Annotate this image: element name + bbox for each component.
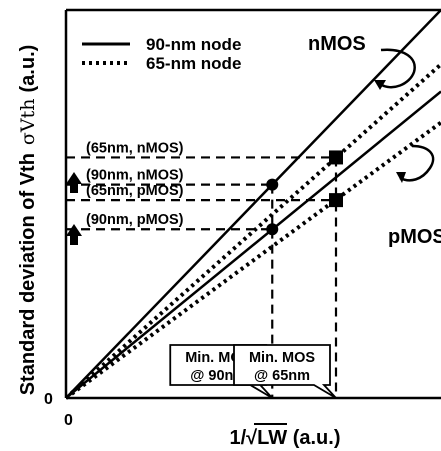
series-line-pmos-65nm [66,120,441,400]
pmos-label: pMOS [388,226,441,248]
callout-text-1-0: Min. MOS [249,350,315,366]
marker-65nm-pmos [329,193,343,208]
origin-y-label: 0 [44,391,53,408]
callout-1: Min. MOS @ 65nm [233,344,337,399]
y-axis-title-group: Standard deviation of Vth σVth (a.u.) [17,45,39,396]
nmos-curl-arrowhead [374,80,386,90]
point-markers [266,150,343,236]
y-axis-title-text: Standard deviation of Vth [17,153,39,395]
point-label-2: (65nm, nMOS) [86,140,184,156]
marker-90nm-nmos [266,178,279,191]
pmos-curl-arrow [399,144,435,182]
series-lines [66,10,441,400]
axes [64,8,441,400]
up-arrow-pmos [66,224,82,245]
y-axis-title: Standard deviation of Vth σVth (a.u.) [17,45,39,396]
callout-box-1 [233,344,337,399]
legend-label-65nm: 65-nm node [146,54,241,73]
origin-x-label: 0 [64,412,73,429]
series-line-nmos-90nm [66,10,441,399]
callout-text-1-1: @ 65nm [254,368,310,384]
marker-65nm-nmos [329,150,343,165]
up-arrow-nmos [66,172,82,193]
callout-text-0-1: @ 90nm [190,368,246,384]
point-label-1: (90nm, pMOS) [86,212,184,228]
point-label-3: (65nm, pMOS) [86,183,184,199]
point-label-0: (90nm, nMOS) [86,168,184,184]
y-axis-symbol: σVth [17,98,39,145]
pmos-curl-arrowhead [396,172,406,183]
guide-lines [66,156,338,398]
y-axis-unit: (a.u.) [17,45,39,93]
nmos-label: nMOS [308,33,366,55]
series-line-pmos-90nm [66,90,441,399]
x-axis-title: 1/√LW (a.u.) [230,427,341,449]
legend: 90-nm node 65-nm node [82,35,241,73]
legend-label-90nm: 90-nm node [146,35,241,54]
nmos-curl-arrow [379,48,416,89]
point-labels: (90nm, nMOS) (90nm, pMOS) (65nm, nMOS) (65n… [86,140,184,228]
marker-90nm-pmos [266,223,279,236]
